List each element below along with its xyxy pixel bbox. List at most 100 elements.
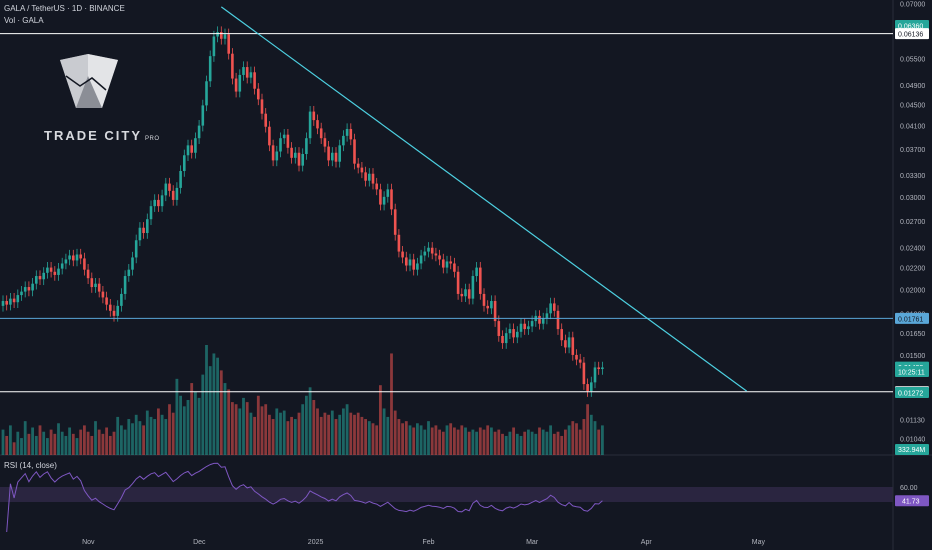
candle-body (231, 53, 234, 79)
candle-body (75, 254, 79, 261)
candle-body (116, 305, 119, 316)
candle-body (327, 146, 330, 161)
candle-body (186, 145, 190, 156)
rsi-legend: RSI (14, close) (4, 461, 57, 470)
candle-body (382, 196, 386, 205)
price-tick-label: 0.05500 (900, 57, 925, 64)
candle-body (49, 267, 53, 272)
price-tick-label: 0.02700 (900, 219, 925, 226)
volume-bar (271, 419, 275, 455)
volume-bar (589, 414, 593, 455)
volume-bar (567, 425, 571, 455)
candle-body (35, 276, 38, 284)
candle-body (120, 293, 123, 306)
volume-bar (49, 429, 53, 455)
candle-body (486, 305, 489, 309)
price-tag (895, 365, 929, 377)
time-tick-label: Mar (526, 539, 539, 546)
volume-bar (342, 408, 345, 455)
candle-body (512, 329, 515, 338)
volume-bar (120, 425, 123, 455)
volume-bar (75, 438, 79, 455)
candle-body (134, 240, 138, 258)
volume-bar (264, 404, 268, 455)
volume-bar (571, 421, 575, 455)
candle-body (460, 293, 464, 297)
candle-body (379, 189, 382, 205)
candle-body (597, 367, 600, 370)
candle-body (430, 247, 434, 254)
volume-bar (582, 419, 586, 455)
candle-body (338, 145, 341, 162)
volume-bar (105, 427, 108, 455)
volume-bar (297, 412, 301, 455)
volume-bar (219, 370, 223, 455)
volume-bar (12, 442, 16, 455)
volume-bar (168, 404, 171, 455)
volume-bar (578, 429, 582, 455)
price-tick-label: 0.03300 (900, 173, 925, 180)
candle-body (57, 268, 60, 275)
volume-bar (182, 406, 186, 455)
volume-bar (305, 395, 308, 455)
volume-bar (249, 412, 253, 455)
candle-body (434, 253, 438, 256)
candle-body (131, 257, 134, 270)
candle-body (319, 128, 323, 139)
candle-body (109, 304, 112, 311)
candle-body (530, 321, 534, 327)
volume-bar (393, 410, 397, 455)
candle-body (220, 32, 223, 39)
logo-text: TRADE CITY PRO (44, 128, 160, 143)
candle-body (242, 67, 245, 75)
volume-bar (408, 425, 412, 455)
volume-bar (423, 429, 427, 455)
candle-body (171, 190, 175, 200)
volume-bar (390, 353, 393, 455)
candle-body (97, 283, 101, 292)
candle-body (578, 359, 582, 363)
time-tick-label: Feb (423, 539, 435, 546)
volume-bar (164, 419, 168, 455)
volume-bar (293, 419, 297, 455)
price-tag (895, 28, 929, 40)
volume-bar (60, 431, 64, 455)
price-tick-label: 0.02000 (900, 287, 925, 294)
candle-body (582, 362, 586, 385)
tradecity-logo (60, 54, 118, 108)
volume-bar (560, 435, 564, 455)
candle-body (1, 301, 5, 306)
candle-body (149, 206, 153, 220)
volume-bar (549, 425, 552, 455)
volume-bar (434, 425, 438, 455)
candle-body (205, 81, 208, 106)
rsi-upper-tick: 60.00 (900, 485, 918, 492)
price-tick-label: 0.01130 (900, 418, 925, 425)
volume-bar (20, 438, 23, 455)
candle-body (249, 72, 253, 78)
candle-body (112, 310, 116, 316)
price-tick-label: 0.02400 (900, 246, 925, 253)
candle-body (9, 298, 12, 305)
volume-bar (486, 425, 490, 455)
volume-bar (453, 427, 456, 455)
volume-bar (256, 395, 260, 455)
volume-bar (179, 395, 182, 455)
candle-body (564, 340, 567, 348)
candle-body (12, 298, 16, 303)
rsi-value-label: 41.73 (902, 499, 920, 506)
candle-body (516, 331, 519, 338)
volume-bar (57, 423, 60, 455)
volume-bar (416, 423, 419, 455)
candle-body (42, 272, 45, 280)
price-tag-label: 0.06136 (898, 32, 923, 39)
volume-bar (90, 435, 94, 455)
volume-tag (895, 444, 929, 455)
volume-tag-label: 332.94M (898, 447, 925, 454)
volume-bar (186, 400, 190, 455)
candle-body (253, 72, 256, 89)
candle-body (323, 138, 327, 147)
volume-bar (227, 389, 231, 455)
volume-bar (508, 431, 512, 455)
